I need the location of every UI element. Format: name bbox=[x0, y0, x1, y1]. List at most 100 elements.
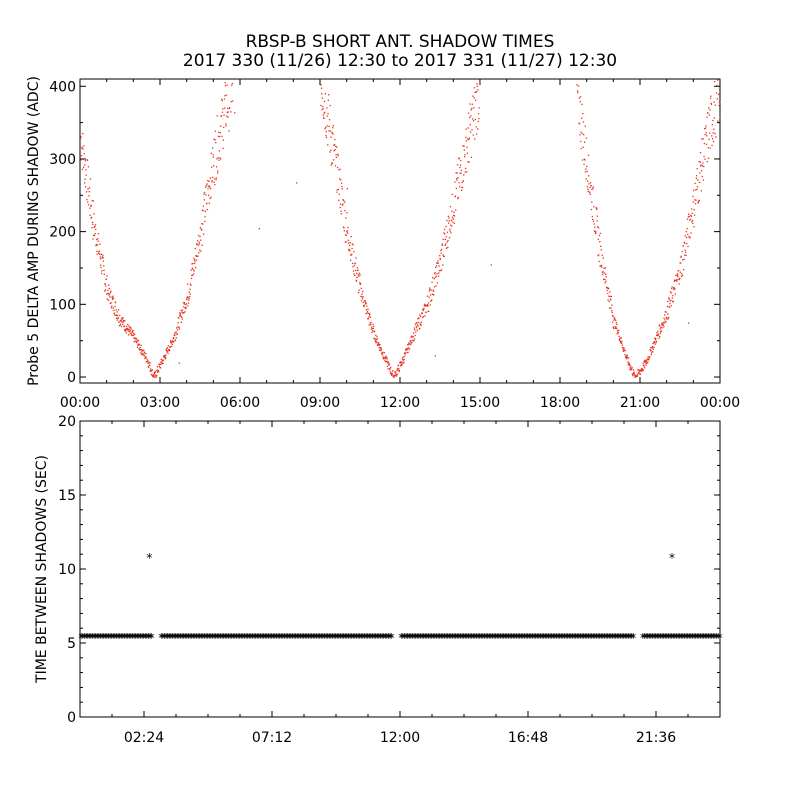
data-point bbox=[703, 142, 705, 145]
data-point bbox=[332, 125, 334, 127]
data-point-star: * bbox=[378, 631, 384, 645]
data-point bbox=[403, 358, 405, 361]
data-point bbox=[464, 154, 466, 156]
data-point-star: * bbox=[288, 631, 294, 645]
data-point bbox=[106, 293, 108, 295]
data-point-star: * bbox=[365, 631, 371, 645]
data-point bbox=[453, 222, 455, 224]
data-point bbox=[584, 141, 586, 143]
data-point bbox=[208, 185, 211, 187]
data-point bbox=[332, 127, 334, 129]
data-point bbox=[130, 327, 132, 329]
data-point bbox=[97, 240, 99, 242]
data-point-star: * bbox=[518, 631, 524, 645]
top-y-axis-label: Probe 5 DELTA AMP DURING SHADOW (ADC) bbox=[26, 76, 42, 386]
data-point-star: * bbox=[442, 631, 448, 645]
data-point bbox=[637, 375, 639, 377]
data-point bbox=[157, 371, 159, 373]
data-point-star: * bbox=[102, 631, 108, 645]
data-point bbox=[456, 179, 458, 181]
data-point-star: * bbox=[173, 631, 179, 645]
data-point bbox=[585, 168, 587, 170]
data-point bbox=[216, 115, 218, 117]
data-point bbox=[203, 191, 206, 194]
data-point bbox=[381, 352, 383, 354]
data-point bbox=[626, 354, 628, 356]
data-point bbox=[690, 232, 692, 234]
data-point bbox=[355, 257, 357, 259]
top-x-tick-label: 21:00 bbox=[620, 395, 660, 411]
data-point bbox=[632, 373, 634, 375]
data-point bbox=[459, 166, 461, 169]
data-point bbox=[147, 360, 149, 362]
data-point bbox=[188, 297, 190, 300]
data-point-star: * bbox=[128, 631, 134, 645]
data-point bbox=[346, 230, 348, 232]
data-point-star: * bbox=[456, 631, 462, 645]
data-point bbox=[474, 91, 476, 94]
data-point bbox=[387, 368, 389, 370]
data-point bbox=[365, 303, 367, 305]
data-point-star: * bbox=[584, 631, 590, 645]
data-point bbox=[401, 364, 403, 366]
data-point bbox=[451, 193, 453, 196]
data-point bbox=[136, 341, 138, 344]
data-point bbox=[377, 343, 379, 345]
data-point-star: * bbox=[285, 631, 291, 645]
data-point-star: * bbox=[451, 631, 457, 645]
data-point bbox=[429, 287, 431, 289]
data-point bbox=[674, 293, 676, 295]
data-point bbox=[445, 236, 447, 238]
data-point bbox=[209, 177, 212, 179]
data-point bbox=[258, 228, 260, 230]
data-point bbox=[651, 351, 654, 353]
data-point bbox=[166, 351, 168, 353]
data-point-star: * bbox=[590, 631, 596, 645]
data-point-star: * bbox=[160, 631, 166, 645]
data-point bbox=[361, 296, 363, 298]
data-point bbox=[441, 269, 443, 271]
data-point bbox=[415, 325, 417, 328]
data-point bbox=[613, 317, 616, 319]
data-point bbox=[323, 112, 325, 114]
data-point-star: * bbox=[686, 631, 692, 645]
data-point bbox=[335, 154, 337, 156]
data-point bbox=[454, 195, 457, 197]
bottom-y-axis-label: TIME BETWEEN SHADOWS (SEC) bbox=[34, 455, 50, 684]
data-point bbox=[210, 188, 212, 190]
data-point bbox=[629, 363, 631, 365]
data-point bbox=[437, 262, 439, 264]
data-point bbox=[321, 109, 323, 111]
data-point bbox=[402, 359, 404, 361]
data-point bbox=[594, 226, 596, 228]
data-point bbox=[197, 240, 199, 242]
data-point bbox=[136, 338, 138, 340]
data-point bbox=[347, 242, 350, 244]
data-point bbox=[451, 210, 453, 213]
data-point bbox=[398, 369, 401, 372]
data-point-star: * bbox=[437, 631, 443, 645]
data-point bbox=[463, 174, 465, 176]
data-point bbox=[376, 335, 378, 338]
data-point bbox=[386, 358, 388, 360]
data-point bbox=[85, 169, 87, 171]
data-point bbox=[580, 147, 582, 150]
data-point bbox=[336, 189, 338, 191]
data-point bbox=[231, 82, 233, 85]
data-point-star: * bbox=[557, 631, 563, 645]
data-point-star: * bbox=[344, 631, 350, 645]
data-point-star: * bbox=[541, 631, 547, 645]
data-point bbox=[666, 317, 668, 320]
data-point bbox=[470, 156, 473, 158]
data-point bbox=[98, 250, 100, 252]
data-point bbox=[118, 321, 120, 323]
data-point bbox=[121, 317, 123, 319]
data-point bbox=[333, 144, 336, 146]
data-point bbox=[712, 138, 714, 140]
data-point-star: * bbox=[510, 631, 516, 645]
data-point bbox=[107, 289, 109, 291]
data-point-star: * bbox=[306, 631, 312, 645]
data-point bbox=[710, 102, 712, 104]
data-point bbox=[161, 362, 163, 364]
data-point-star: * bbox=[224, 631, 230, 645]
